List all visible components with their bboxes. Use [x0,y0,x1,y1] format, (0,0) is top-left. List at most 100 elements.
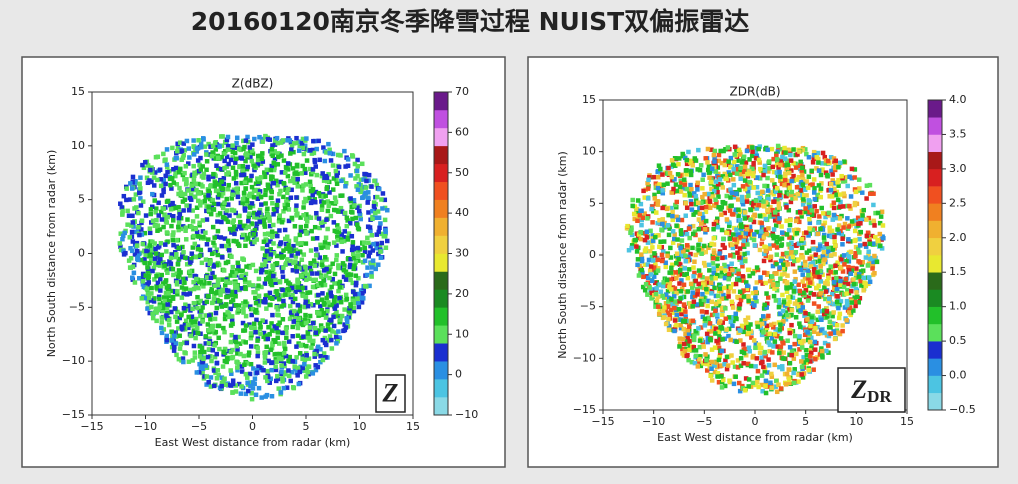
echo-dot [176,227,181,233]
annotation-main: Z [382,378,399,407]
echo-dot [136,251,142,257]
echo-dot [730,245,736,251]
radar-echo [117,133,390,402]
echo-dot [216,277,221,282]
echo-dot [789,349,795,354]
echo-dot [177,185,182,191]
echo-dot [796,241,802,246]
echo-dot [818,226,823,232]
echo-dot [271,167,277,173]
echo-dot [375,209,381,214]
echo-dot [768,383,774,388]
echo-dot [738,176,743,181]
echo-dot [250,283,256,288]
echo-dot [181,359,186,365]
echo-dot [753,202,759,208]
echo-dot [242,206,248,211]
echo-dot [820,211,826,216]
echo-dot [189,318,194,323]
echo-dot [193,316,199,322]
echo-dot [722,245,727,251]
colorbar-tick-label: 70 [455,85,469,98]
echo-dot [196,138,201,143]
echo-dot [840,179,846,184]
echo-dot [173,173,178,179]
echo-dot [709,186,714,192]
echo-dot [880,234,885,239]
echo-dot [149,285,154,291]
echo-dot [169,288,174,294]
echo-dot [219,193,224,199]
echo-dot [237,164,243,169]
echo-dot [253,289,258,295]
echo-dot [323,273,329,278]
echo-dot [679,286,685,292]
echo-dot [202,198,207,204]
echo-dot [224,154,230,160]
echo-dot [166,283,171,289]
echo-dot [170,145,175,151]
echo-dot [295,251,301,256]
echo-dot [216,335,221,341]
echo-dot [330,151,336,157]
echo-dot [171,330,177,335]
echo-dot [775,149,781,154]
echo-dot [743,231,749,236]
echo-dot [286,339,292,344]
echo-dot [776,297,782,303]
echo-dot [826,299,831,304]
echo-dot [190,219,196,224]
echo-dot [251,195,257,200]
echo-dot [320,258,325,264]
echo-dot [270,278,276,283]
echo-dot [253,300,259,306]
echo-dot [372,215,378,221]
echo-dot [224,164,230,169]
colorbar-bin [434,92,448,111]
echo-dot [336,226,341,231]
echo-dot [268,174,274,179]
echo-dot [760,281,765,286]
echo-dot [183,286,189,291]
echo-dot [696,281,701,287]
echo-dot [282,202,287,208]
echo-dot [299,240,305,246]
echo-dot [772,286,777,291]
echo-dot [734,241,739,247]
echo-dot [270,266,276,271]
echo-dot [767,278,773,284]
echo-dot [183,228,188,233]
echo-dot [722,210,728,216]
echo-dot [183,225,189,230]
echo-dot [867,279,873,285]
echo-dot [334,253,340,258]
echo-dot [249,221,254,226]
echo-dot [792,301,798,306]
echo-dot [791,227,797,233]
echo-dot [222,316,228,322]
echo-dot [851,277,856,282]
echo-dot [186,146,192,151]
echo-dot [675,172,681,177]
echo-dot [142,257,147,262]
echo-dot [322,282,328,288]
echo-dot [206,347,212,352]
echo-dot [168,202,173,208]
echo-dot [275,140,280,146]
echo-dot [829,168,834,174]
echo-dot [240,232,246,238]
echo-dot [270,143,275,148]
echo-dot [667,226,672,231]
echo-dot [240,164,246,169]
echo-dot [312,351,317,357]
echo-dot [350,280,355,286]
echo-dot [660,308,666,314]
echo-dot [233,160,238,165]
echo-dot [324,295,329,301]
echo-dot [356,291,361,297]
echo-dot [720,255,725,261]
echo-dot [816,283,821,288]
echo-dot [314,146,319,152]
echo-dot [720,185,725,190]
echo-dot [314,271,320,276]
